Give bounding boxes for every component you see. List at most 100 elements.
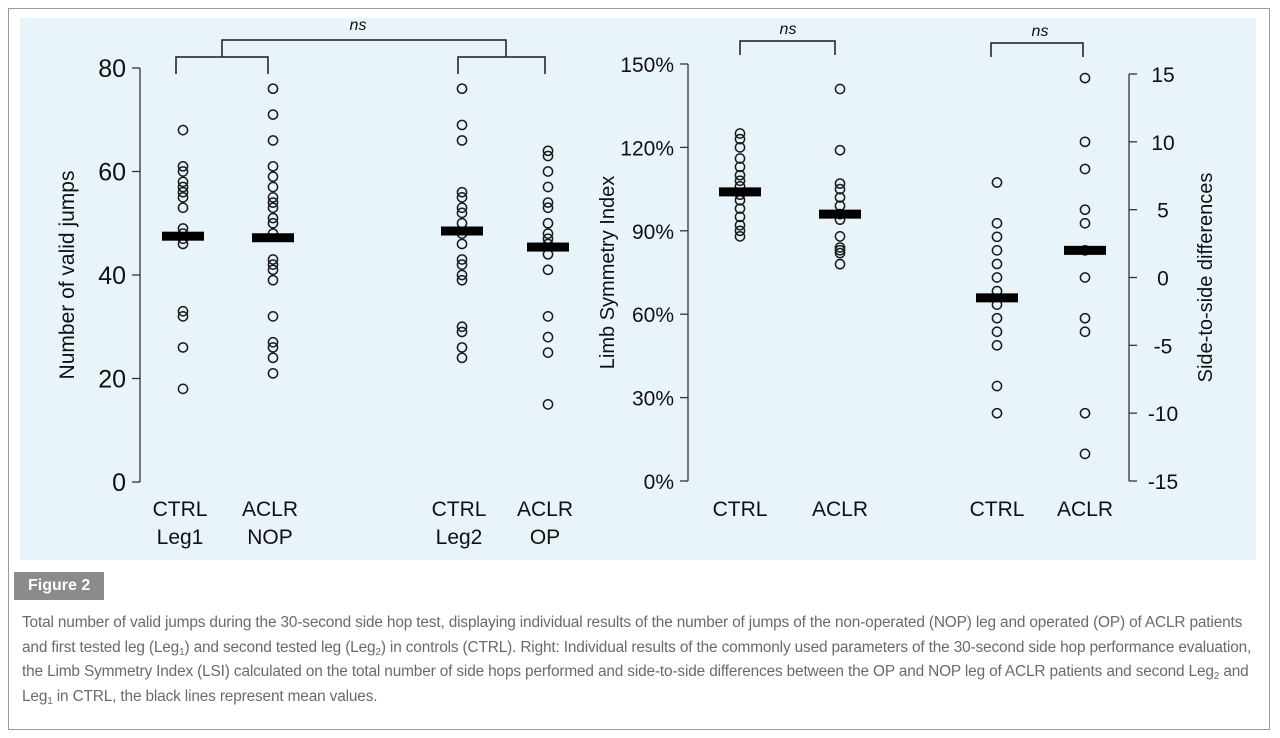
x-tick-label: OP <box>530 526 560 549</box>
x-tick-label: CTRL <box>153 498 208 521</box>
data-point <box>267 212 279 224</box>
mean-bar <box>976 293 1018 303</box>
data-point <box>991 177 1003 188</box>
y-tick-label: -15 <box>1148 471 1178 494</box>
data-point <box>456 83 468 95</box>
data-point <box>177 342 189 353</box>
y-tick-label: 30% <box>632 388 674 411</box>
data-point <box>267 352 279 364</box>
caption-subscript: 2 <box>1213 671 1220 682</box>
data-point <box>991 258 1003 270</box>
data-point <box>267 342 279 353</box>
data-point <box>267 202 279 214</box>
caption-text: ) in controls (CTRL). Right: Individual … <box>22 638 1252 681</box>
figure-panel <box>20 18 1256 560</box>
data-point <box>734 219 746 231</box>
data-point <box>177 124 189 136</box>
y-tick-label: 60% <box>632 304 674 327</box>
data-point <box>1079 136 1091 148</box>
data-point <box>542 311 554 322</box>
x-tick-label: ACLR <box>1057 498 1113 521</box>
data-point <box>542 347 554 358</box>
x-tick-label: Leg1 <box>157 526 204 549</box>
data-point <box>456 342 468 353</box>
data-point <box>1079 163 1091 175</box>
significance-bracket <box>457 56 546 74</box>
data-point <box>177 160 189 172</box>
caption-subscript: 2 <box>375 646 381 658</box>
data-point <box>1079 312 1091 324</box>
significance-bracket <box>175 56 269 74</box>
data-point <box>834 192 846 203</box>
x-tick-label: CTRL <box>432 498 487 521</box>
data-point <box>456 269 468 281</box>
data-point <box>991 245 1003 256</box>
data-point <box>991 326 1003 338</box>
mean-bar <box>441 226 483 236</box>
data-point <box>1079 217 1091 229</box>
data-point <box>267 135 279 146</box>
data-point <box>267 197 279 208</box>
data-point <box>542 181 554 193</box>
data-point <box>456 352 468 364</box>
data-point <box>177 166 189 177</box>
data-point <box>267 264 279 276</box>
data-point <box>1079 326 1091 338</box>
significance-label: ns <box>350 17 367 34</box>
caption-text: ) and second tested leg (Leg <box>184 638 376 656</box>
caption-text: in CTRL, the black lines represent mean … <box>52 687 378 705</box>
data-point <box>267 259 279 270</box>
data-point <box>1079 448 1091 460</box>
x-tick-label: NOP <box>247 526 293 549</box>
data-point <box>734 128 746 139</box>
data-point <box>834 258 846 270</box>
data-point <box>834 83 846 95</box>
x-tick-label: CTRL <box>713 498 768 521</box>
data-point <box>734 169 746 181</box>
data-point <box>734 142 746 153</box>
data-point <box>177 186 189 198</box>
chart-side-to-side-differences: -15 -10 -5 0 5 10 15 Side-to-side differences CT… <box>970 23 1217 521</box>
data-point <box>456 238 468 250</box>
data-point <box>734 225 746 237</box>
data-point <box>1079 272 1091 283</box>
data-point <box>177 202 189 214</box>
significance-bracket <box>990 42 1084 57</box>
mean-bar <box>719 187 761 197</box>
data-point <box>991 380 1003 392</box>
caption-text: and Leg <box>22 663 1249 705</box>
data-point <box>834 183 846 195</box>
data-point <box>834 247 846 259</box>
data-point <box>734 203 746 214</box>
data-point <box>267 311 279 322</box>
data-point <box>1079 407 1091 419</box>
data-point <box>1079 72 1091 84</box>
data-point <box>456 192 468 203</box>
data-point <box>991 217 1003 229</box>
mean-bar <box>527 242 569 252</box>
data-point <box>177 176 189 188</box>
data-point <box>734 161 746 173</box>
data-point <box>991 231 1003 243</box>
data-point <box>542 150 554 162</box>
significance-label: ns <box>780 21 797 38</box>
mean-bar <box>819 209 861 219</box>
data-point <box>542 217 554 229</box>
y-tick-label: -5 <box>1154 335 1173 358</box>
data-point <box>542 166 554 177</box>
data-point <box>267 336 279 348</box>
data-point <box>456 119 468 131</box>
y-tick-label: 0 <box>112 469 126 497</box>
y-axis-label: Side-to-side differences <box>1195 173 1217 383</box>
data-point <box>267 171 279 183</box>
data-point <box>991 272 1003 283</box>
data-point <box>991 312 1003 324</box>
caption-subscript: 1 <box>179 646 185 658</box>
data-point <box>177 192 189 203</box>
y-tick-label: 15 <box>1151 64 1174 87</box>
data-point <box>834 231 846 242</box>
data-point <box>991 407 1003 419</box>
mean-bar <box>162 231 204 241</box>
data-point <box>542 202 554 214</box>
chart-limb-symmetry-index: 0% 30% 60% 90% 120% 150% Limb Symmetry Index CT… <box>597 21 868 521</box>
